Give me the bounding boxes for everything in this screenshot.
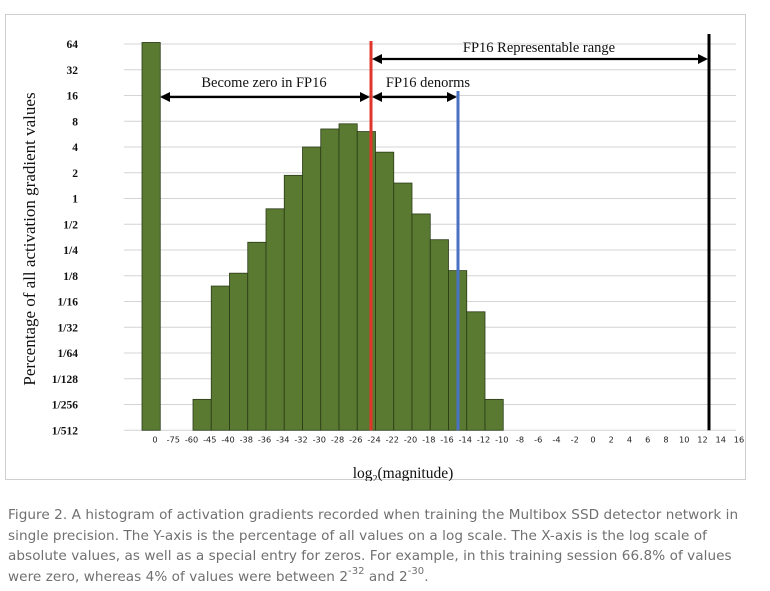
x-tick-label: -36 (258, 434, 271, 444)
x-axis-label: log2(magnitude) (353, 465, 454, 481)
x-tick-label: -34 (276, 434, 289, 444)
y-tick-label: 1/8 (63, 271, 78, 283)
y-tick-label: 64 (67, 39, 79, 51)
caption-superscript-2: -30 (407, 565, 425, 577)
y-tick-label: 32 (67, 65, 79, 77)
caption-text: Figure 2. A histogram of activation grad… (8, 507, 739, 585)
histogram-bar (411, 213, 431, 431)
x-tick-label: -8 (516, 434, 524, 444)
y-tick-label: 1/512 (52, 425, 78, 437)
y-tick-label: 1/16 (58, 297, 79, 309)
x-tick-label: -45 (203, 434, 216, 444)
y-tick-label: 8 (72, 116, 78, 128)
x-tick-label: -32 (294, 434, 307, 444)
chart-figure: 64 32 16 8 4 2 1 1/2 1/4 1/8 1/16 1/32 1/64 1/128 1/25… (5, 14, 746, 481)
x-tick-label: -10 (495, 434, 508, 444)
x-tick-label: 0 (152, 434, 157, 444)
histogram-bar (141, 42, 161, 431)
y-tick-label: 1/256 (52, 400, 78, 412)
histogram-bar (229, 272, 249, 431)
caption-text-mid: and 2 (364, 568, 408, 585)
become-zero-arrow (160, 92, 370, 102)
x-tick-label: 10 (679, 434, 689, 444)
histogram-bar (247, 241, 267, 431)
x-tick-label: 4 (627, 434, 632, 444)
y-tick-label: 1/128 (52, 374, 78, 386)
x-tick-label: -24 (367, 434, 380, 444)
x-tick-label: -30 (313, 434, 326, 444)
histogram-bar (466, 311, 486, 431)
x-tick-label: 6 (645, 434, 650, 444)
y-tick-label: 1/4 (63, 245, 78, 257)
histogram-bar (429, 239, 449, 431)
x-tick-label: 0 (590, 434, 595, 444)
histogram-bar (393, 182, 413, 431)
x-tick-label: -6 (534, 434, 542, 444)
x-tick-label: -22 (386, 434, 399, 444)
x-tick-label: -26 (349, 434, 362, 444)
histogram-bar (338, 123, 358, 431)
x-tick-label: -28 (331, 434, 344, 444)
x-tick-label: -20 (404, 434, 417, 444)
x-tick-label: -40 (221, 434, 234, 444)
y-tick-label: 4 (72, 142, 78, 154)
histogram-chart: 64321684211/21/41/81/161/321/641/1281/25… (20, 34, 744, 481)
x-tick-label: -16 (440, 434, 453, 444)
x-tick-label: -18 (422, 434, 435, 444)
x-tick-label: -2 (571, 434, 579, 444)
become-zero-label: Become zero in FP16 (201, 75, 326, 91)
x-tick-label: 2 (609, 434, 614, 444)
histogram-bar (210, 285, 230, 431)
x-tick-label: 8 (663, 434, 668, 444)
histogram-bar (356, 131, 376, 431)
y-tick-label: 1/64 (58, 348, 79, 360)
y-tick-label: 1/32 (58, 322, 79, 334)
y-tick-label: 2 (72, 168, 78, 180)
y-tick-label: 16 (67, 91, 79, 103)
figure-caption: Figure 2. A histogram of activation grad… (8, 505, 748, 587)
x-tick-label: -12 (477, 434, 490, 444)
histogram-bar (302, 146, 322, 431)
y-tick-label: 1 (72, 194, 78, 206)
histogram-bar (192, 398, 212, 431)
denorms-arrow (372, 92, 457, 102)
x-tick-label: 16 (734, 434, 744, 444)
x-tick-label: 12 (697, 434, 707, 444)
denorms-label: FP16 denorms (386, 75, 471, 91)
representable-range-arrow (372, 54, 708, 64)
histogram-bar (375, 151, 395, 431)
x-tick-label: -75 (167, 434, 180, 444)
histogram-bar (484, 398, 504, 431)
y-axis-label: Percentage of all activation gradient va… (20, 92, 39, 385)
representable-range-label: FP16 Representable range (463, 40, 615, 56)
histogram-bar (320, 128, 340, 431)
y-tick-label: 1/2 (63, 219, 78, 231)
x-tick-label: -60 (185, 434, 198, 444)
histogram-bar (283, 174, 303, 431)
x-tick-label: -4 (552, 434, 560, 444)
caption-text-end: . (424, 568, 429, 585)
x-tick-label: -14 (459, 434, 472, 444)
x-tick-label: -38 (240, 434, 253, 444)
caption-superscript-1: -32 (348, 565, 365, 577)
histogram-bar (265, 208, 285, 431)
x-tick-label: 14 (716, 434, 726, 444)
